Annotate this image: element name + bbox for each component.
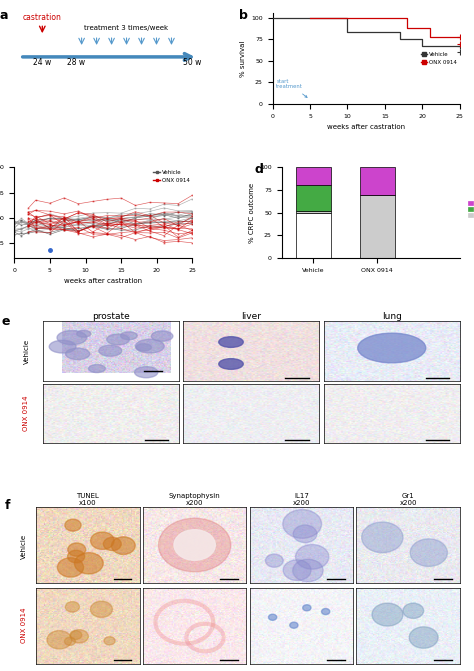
Text: castration: castration (23, 13, 62, 21)
Circle shape (104, 637, 115, 645)
Text: a: a (0, 9, 8, 22)
Title: Gr1
x200: Gr1 x200 (400, 493, 417, 507)
Circle shape (89, 364, 105, 372)
Circle shape (321, 609, 330, 615)
Circle shape (358, 333, 426, 363)
Circle shape (303, 605, 311, 611)
Bar (296, 185, 331, 211)
Circle shape (219, 358, 243, 369)
Circle shape (68, 543, 86, 556)
Circle shape (47, 631, 72, 649)
Text: 24 w: 24 w (33, 58, 51, 67)
Title: lung: lung (382, 311, 401, 321)
Y-axis label: % CRPC outcome: % CRPC outcome (249, 183, 255, 243)
Circle shape (290, 622, 298, 628)
Text: ONX 0914: ONX 0914 (20, 607, 27, 643)
Y-axis label: % survival: % survival (240, 40, 246, 77)
Circle shape (372, 603, 403, 626)
Legend: Vehicle, ONX 0914: Vehicle, ONX 0914 (421, 52, 457, 65)
Circle shape (70, 629, 88, 643)
Circle shape (174, 529, 215, 560)
Bar (296, 167, 331, 185)
Circle shape (57, 331, 87, 345)
Circle shape (49, 340, 76, 353)
Text: f: f (5, 499, 10, 512)
Circle shape (111, 537, 135, 554)
Circle shape (283, 509, 321, 538)
Circle shape (362, 522, 403, 553)
Circle shape (65, 519, 81, 531)
Circle shape (136, 340, 164, 353)
Circle shape (65, 602, 80, 612)
Text: treatment 3 times/week: treatment 3 times/week (84, 25, 169, 31)
Circle shape (219, 337, 243, 348)
Text: Vehicle: Vehicle (20, 533, 27, 559)
Bar (360, 195, 394, 258)
Circle shape (107, 334, 129, 345)
Bar (296, 213, 331, 258)
Circle shape (74, 553, 103, 574)
Title: Synaptophysin
x200: Synaptophysin x200 (169, 493, 220, 507)
Circle shape (65, 348, 90, 360)
Circle shape (120, 331, 137, 340)
Text: 50 w: 50 w (183, 58, 201, 67)
Circle shape (410, 539, 447, 566)
Text: Vehicle: Vehicle (23, 340, 29, 364)
X-axis label: weeks after castration: weeks after castration (64, 278, 142, 285)
Circle shape (295, 545, 329, 569)
Title: IL17
x200: IL17 x200 (292, 493, 310, 507)
Circle shape (283, 560, 311, 580)
X-axis label: weeks after castration: weeks after castration (327, 124, 405, 130)
Text: ONX 0914: ONX 0914 (23, 395, 29, 431)
Circle shape (403, 603, 424, 619)
Text: start
treatment: start treatment (276, 79, 307, 97)
Circle shape (265, 554, 283, 567)
Circle shape (64, 637, 75, 646)
Circle shape (135, 366, 158, 378)
Circle shape (293, 559, 323, 582)
Circle shape (57, 558, 83, 577)
Circle shape (293, 525, 317, 543)
Circle shape (136, 344, 151, 351)
Circle shape (68, 550, 85, 563)
Circle shape (268, 614, 277, 620)
Circle shape (151, 331, 173, 342)
Text: 28 w: 28 w (67, 58, 85, 67)
Title: liver: liver (241, 311, 261, 321)
Text: d: d (255, 163, 264, 176)
Legend: Vehicle, ONX 0914: Vehicle, ONX 0914 (154, 170, 190, 183)
Bar (360, 167, 394, 195)
Title: TUNEL
x100: TUNEL x100 (76, 493, 100, 507)
Text: e: e (2, 315, 10, 328)
Circle shape (77, 330, 91, 337)
Title: prostate: prostate (92, 311, 130, 321)
Circle shape (70, 631, 82, 639)
Circle shape (99, 345, 122, 356)
Text: b: b (239, 9, 248, 22)
Circle shape (91, 532, 114, 550)
Circle shape (158, 518, 231, 572)
Circle shape (103, 537, 121, 551)
Circle shape (409, 627, 438, 648)
Bar (296, 211, 331, 213)
Legend: metastasis, NET, primary tumor, Ø: metastasis, NET, primary tumor, Ø (466, 199, 474, 227)
Circle shape (91, 601, 112, 617)
